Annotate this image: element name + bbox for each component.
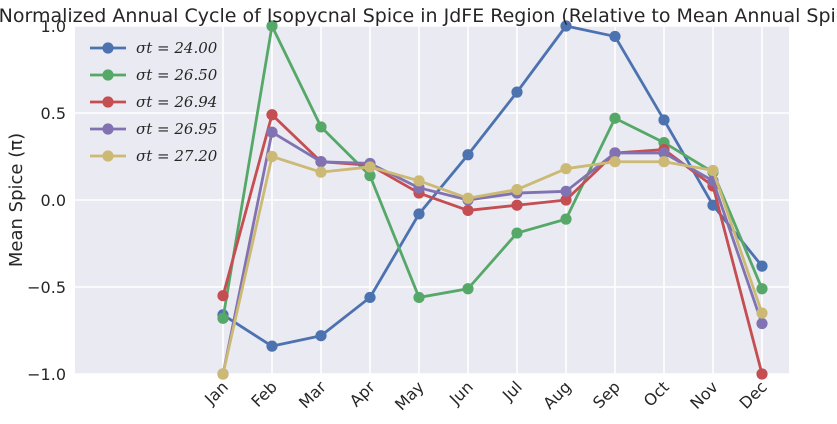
data-point [315,330,327,342]
data-point [756,307,768,319]
series-group [217,20,768,352]
data-point [609,156,621,168]
data-point [315,156,327,168]
x-tick-label: Sep [589,377,624,412]
y-tick-label: −0.5 [27,278,66,297]
data-point [658,147,670,159]
legend-entry: σt = 27.20 [90,147,218,165]
x-tick-label: Jul [498,377,526,405]
data-point [609,30,621,43]
data-point [364,170,376,182]
legend-entry: σt = 26.95 [90,120,217,138]
x-tick-label: Dec [735,377,770,412]
data-point [462,192,474,204]
legend-entry: σt = 26.50 [90,66,218,84]
data-point [364,291,376,304]
x-tick-label: Aug [539,377,575,413]
data-point [266,109,278,121]
legend-label: σt = 24.00 [136,39,218,57]
legend-entry: σt = 24.00 [90,39,218,57]
data-point [364,161,376,173]
y-axis-label: Mean Spice (π) [6,133,27,267]
series-group [217,150,768,380]
series-line [221,155,764,375]
legend-label: σt = 27.20 [136,147,218,165]
data-point [511,86,523,98]
data-point [658,156,670,168]
data-point [511,199,523,211]
legend-entry: σt = 26.94 [90,93,217,111]
data-point [756,283,768,295]
data-point [413,291,425,304]
legend-label: σt = 26.50 [136,66,218,84]
data-point [315,166,327,178]
data-point [560,213,572,225]
data-point [609,112,621,124]
x-tick-label: Feb [247,377,280,410]
data-point [217,312,229,324]
legend-label: σt = 26.94 [136,93,217,111]
y-tick-label: 0.5 [41,104,66,123]
legend-label: σt = 26.95 [136,120,217,138]
data-point [266,126,278,138]
x-tick-label: Nov [686,377,722,413]
data-point [217,368,229,380]
legend-marker [102,42,114,54]
y-tick-label: 0.0 [41,191,66,210]
legend-marker [102,69,114,81]
series-line [221,130,764,375]
data-point [266,150,278,163]
data-point [462,283,474,295]
data-point [266,340,278,352]
data-point [658,114,670,126]
data-point [560,20,572,32]
series-line [221,113,764,375]
data-point [560,163,572,175]
data-point [266,20,278,32]
x-tick-label: Jan [200,377,232,409]
series-line [222,24,764,348]
data-point [315,121,327,133]
legend-marker [102,123,114,135]
data-point [707,164,719,177]
data-point [560,185,572,197]
data-point [462,149,474,161]
x-tick-label: Mar [295,377,330,412]
data-point [462,204,474,217]
data-point [413,175,425,187]
x-tick-label: May [391,377,428,414]
data-point [609,147,621,159]
data-point [217,290,229,302]
data-point [707,199,719,211]
data-point [756,317,768,330]
legend-marker [102,96,114,108]
x-tick-label: Jun [445,377,477,409]
series-line [221,24,764,319]
y-tick-label: −1.0 [27,365,66,384]
data-point [756,368,768,380]
x-tick-label: Apr [346,377,379,410]
data-point [511,227,523,239]
data-point [756,260,768,272]
data-point [560,194,572,206]
x-tick-label: Oct [640,377,673,410]
chart-title: Normalized Annual Cycle of Isopycnal Spi… [0,5,837,27]
y-tick-label: 1.0 [41,17,66,36]
data-point [413,208,425,220]
legend-marker [102,150,114,162]
data-point [511,183,523,196]
